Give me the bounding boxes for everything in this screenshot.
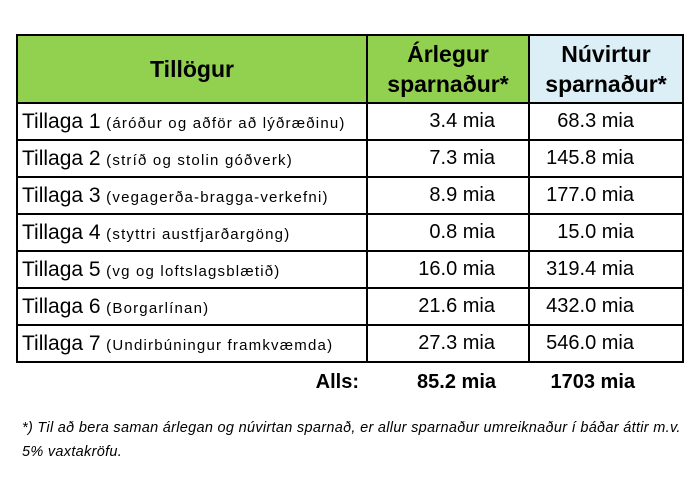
proposal-name: Tillaga 3 (vegagerða-bragga-verkefni) [16,177,368,215]
table-row: Tillaga 4 (styttri austfjarðargöng) 0.8 … [16,214,684,252]
proposal-name: Tillaga 6 (Borgarlínan) [16,288,368,326]
table-row: Tillaga 3 (vegagerða-bragga-verkefni) 8.… [16,177,684,215]
proposal-name: Tillaga 1 (áróður og aðför að lýðræðinu) [16,103,368,141]
annual-savings-value: 0.8 mia [366,214,530,252]
total-annual-savings: 85.2 mia [417,370,496,393]
present-value-savings-value: 319.4 mia [528,251,684,289]
annual-savings-value: 16.0 mia [366,251,530,289]
present-value-savings-value: 432.0 mia [528,288,684,326]
proposal-name: Tillaga 5 (vg og loftslagsblætið) [16,251,368,289]
proposal-detail: (vegagerða-bragga-verkefni) [106,188,329,206]
proposal-title: Tillaga 4 [22,220,101,244]
present-value-savings-value: 15.0 mia [528,214,684,252]
proposal-title: Tillaga 7 [22,331,101,355]
annual-savings-value: 8.9 mia [366,177,530,215]
proposal-name: Tillaga 7 (Undirbúningur framkvæmda) [16,325,368,363]
proposal-title: Tillaga 5 [22,257,101,281]
proposal-detail: (Borgarlínan) [106,299,210,317]
proposal-title: Tillaga 2 [22,146,101,170]
table-row: Tillaga 7 (Undirbúningur framkvæmda) 27.… [16,325,684,363]
proposal-detail: (Undirbúningur framkvæmda) [106,336,334,354]
proposal-title: Tillaga 1 [22,109,101,133]
proposal-title: Tillaga 3 [22,183,101,207]
table-row: Tillaga 1 (áróður og aðför að lýðræðinu)… [16,103,684,141]
present-value-savings-value: 68.3 mia [528,103,684,141]
proposal-detail: (áróður og aðför að lýðræðinu) [106,114,346,132]
table-row: Tillaga 2 (stríð og stolin góðverk) 7.3 … [16,140,684,178]
proposal-detail: (stríð og stolin góðverk) [106,151,293,169]
savings-table: Tillögur Árlegur sparnaður* Núvirtur spa… [16,34,684,401]
total-present-value-savings: 1703 mia [550,370,635,393]
annual-savings-value: 3.4 mia [366,103,530,141]
header-proposals: Tillögur [16,34,368,104]
total-row: Alls: 85.2 mia 1703 mia [17,362,683,401]
annual-savings-value: 21.6 mia [366,288,530,326]
table-row: Tillaga 6 (Borgarlínan) 21.6 mia 432.0 m… [16,288,684,326]
header-row: Tillögur Árlegur sparnaður* Núvirtur spa… [16,34,684,104]
proposal-detail: (styttri austfjarðargöng) [106,225,291,243]
present-value-savings-value: 177.0 mia [528,177,684,215]
present-value-savings-value: 145.8 mia [528,140,684,178]
annual-savings-value: 27.3 mia [366,325,530,363]
proposal-name: Tillaga 4 (styttri austfjarðargöng) [16,214,368,252]
table-row: Tillaga 5 (vg og loftslagsblætið) 16.0 m… [16,251,684,289]
header-annual-savings: Árlegur sparnaður* [366,34,530,104]
present-value-savings-value: 546.0 mia [528,325,684,363]
proposal-name: Tillaga 2 (stríð og stolin góðverk) [16,140,368,178]
footnote: *) Til að bera saman árlegan og núvirtan… [22,420,681,460]
header-present-value-savings: Núvirtur sparnaður* [528,34,684,104]
proposal-title: Tillaga 6 [22,294,101,318]
proposal-detail: (vg og loftslagsblætið) [106,262,281,280]
total-label: Alls: [315,370,359,393]
annual-savings-value: 7.3 mia [366,140,530,178]
